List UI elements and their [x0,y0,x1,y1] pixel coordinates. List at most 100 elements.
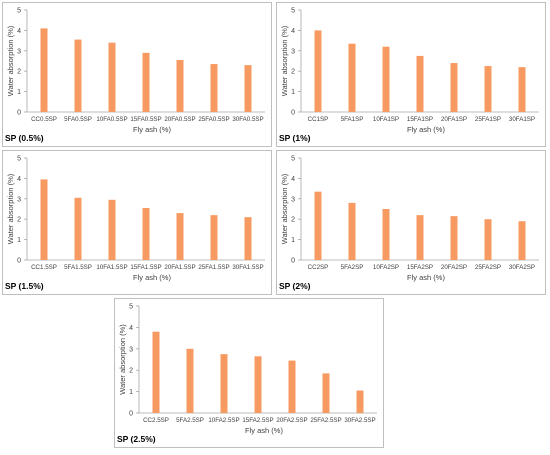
y-tick-label: 1 [17,237,21,244]
y-tick-label: 2 [291,69,295,76]
y-tick-label: 0 [291,110,295,117]
y-tick-label: 2 [17,69,21,76]
x-tick-label: CC1SP [308,116,329,123]
bar [314,191,322,260]
bar [186,348,194,413]
y-axis-label: Water absorption (%) [6,173,15,244]
x-tick-label: 5FA0.5SP [64,116,92,123]
x-tick-label: 25FA1.5SP [198,264,229,271]
y-tick-label: 1 [17,89,21,96]
bar-chart-sp-1-5: 0 1 2 3 4 5 Water absorption (%) CC1.5SP 5FA1.5S… [6,156,265,282]
bar [40,179,48,260]
x-tick-label: 20FA0.5SP [164,116,195,123]
y-tick-label: 3 [291,196,295,203]
y-tick-label: 3 [17,196,21,203]
x-tick-label: 25FA0.5SP [198,116,229,123]
bar [108,42,116,112]
y-tick-label: 3 [129,346,133,353]
bar [356,390,364,413]
x-tick-label: 15FA2.5SP [242,417,273,424]
x-tick-label: 30FA2.5SP [344,417,375,424]
chart-panel-sp-1-5: 0 1 2 3 4 5 Water absorption (%) CC1.5SP 5FA1.5S… [2,150,272,295]
x-tick-label: 20FA2SP [441,264,467,271]
y-tick-label: 3 [17,48,21,55]
panel-label: SP (1%) [279,133,311,143]
y-axis-label: Water absorption (%) [6,25,15,96]
y-tick-label: 5 [17,8,21,15]
bar [348,202,356,260]
x-tick-label: 25FA2SP [475,264,501,271]
y-tick-label: 5 [17,156,21,163]
bar [40,28,48,112]
y-tick-label: 0 [17,110,21,117]
x-tick-label: 20FA1SP [441,116,467,123]
bar [484,219,492,260]
x-tick-label: 10FA2SP [373,264,399,271]
panel-label: SP (0.5%) [5,133,44,143]
y-tick-label: 1 [291,89,295,96]
bar [176,213,184,260]
y-tick-label: 2 [17,217,21,224]
x-axis-label: Fly ash (%) [407,125,445,134]
bar [74,39,82,112]
y-axis-label: Water absorption (%) [280,173,289,244]
y-axis-label: Water absorption (%) [280,25,289,96]
bar [288,360,296,413]
bar [450,216,458,260]
chart-panel-sp-0-5: 0 1 2 3 4 5 Water absorption (%) CC0.5SP 5FA0.5S… [2,2,272,147]
bar [518,221,526,260]
x-tick-label: CC0.5SP [31,116,57,123]
x-tick-label: CC2.5SP [143,417,169,424]
bar [518,67,526,112]
x-tick-label: 10FA2.5SP [208,417,239,424]
chart-panel-sp-2-5: 0 1 2 3 4 5 Water absorption (%) CC2.5SP 5FA2.5S… [114,298,384,448]
y-tick-label: 5 [129,304,133,311]
bar-chart-sp-1: 0 1 2 3 4 5 Water absorption (%) CC1SP 5FA1SP 10F… [280,8,539,134]
x-tick-label: 25FA1SP [475,116,501,123]
panel-label: SP (1.5%) [5,281,44,291]
y-tick-label: 5 [291,156,295,163]
x-tick-label: 5FA1SP [341,116,364,123]
panel-label: SP (2%) [279,281,311,291]
x-tick-label: CC2SP [308,264,329,271]
x-tick-label: 30FA1.5SP [232,264,263,271]
bar [348,43,356,112]
bar [322,373,330,413]
y-tick-label: 0 [129,411,133,418]
x-tick-label: 15FA0.5SP [130,116,161,123]
bar-chart-sp-2: 0 1 2 3 4 5 Water absorption (%) CC2SP 5FA2SP 10F… [280,156,539,282]
bar [176,59,184,112]
panel-label: SP (2.5%) [117,434,156,444]
bar [244,217,252,260]
bar [74,197,82,260]
x-tick-label: 10FA1.5SP [96,264,127,271]
x-tick-label: 10FA1SP [373,116,399,123]
chart-panel-sp-2: 0 1 2 3 4 5 Water absorption (%) CC2SP 5FA2SP 10F… [276,150,546,295]
bar-chart-sp-0-5: 0 1 2 3 4 5 Water absorption (%) CC0.5SP 5FA0.5S… [6,8,265,134]
y-tick-label: 1 [129,389,133,396]
y-axis-label: Water absorption (%) [118,324,127,395]
x-tick-label: 15FA1SP [407,116,433,123]
bar [108,199,116,260]
y-tick-label: 0 [17,258,21,265]
x-tick-label: 30FA1SP [509,116,535,123]
bar [152,331,160,413]
y-tick-label: 3 [291,48,295,55]
bar [142,207,150,260]
y-tick-label: 5 [291,8,295,15]
bar [210,215,218,260]
x-tick-label: 30FA2SP [509,264,535,271]
bar [142,52,150,112]
y-tick-label: 4 [17,176,21,183]
x-tick-label: 20FA1.5SP [164,264,195,271]
x-axis-label: Fly ash (%) [407,273,445,282]
y-tick-label: 4 [129,325,133,332]
y-tick-label: 4 [291,28,295,35]
x-tick-label: 5FA2.5SP [176,417,204,424]
y-tick-label: 2 [129,368,133,375]
x-tick-label: 15FA1.5SP [130,264,161,271]
y-tick-label: 1 [291,237,295,244]
bar [382,209,390,260]
x-tick-label: 5FA1.5SP [64,264,92,271]
y-tick-label: 4 [291,176,295,183]
